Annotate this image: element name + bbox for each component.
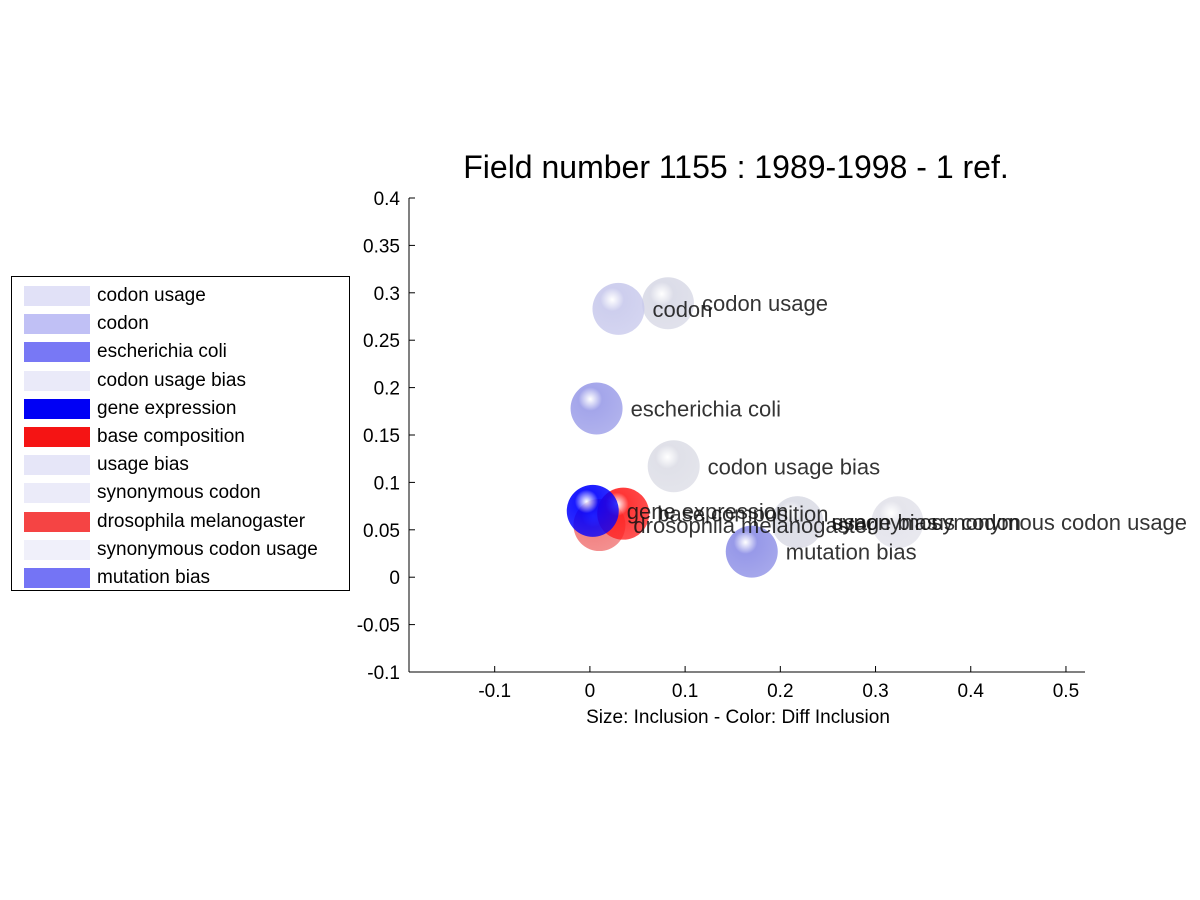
axes: -0.1 -0.05 0 0.05 0.1 0.15 0.2 0.25 0.3 0.35 0.4 -0… xyxy=(357,189,1085,702)
x-tick-label: 0 xyxy=(585,681,596,702)
legend-label: synonymous codon xyxy=(97,482,261,504)
data-point xyxy=(871,496,924,549)
point-label: drosophila melanogaster xyxy=(633,513,874,538)
data-point xyxy=(641,277,694,330)
x-tick-label: -0.1 xyxy=(478,681,511,702)
legend-label: base composition xyxy=(97,426,245,447)
legend-label: codon usage bias xyxy=(97,369,246,391)
legend-label: mutation bias xyxy=(97,567,211,588)
legend-item: usage bias xyxy=(24,454,189,476)
legend-swatch xyxy=(24,370,90,391)
legend-label: usage bias xyxy=(97,454,189,476)
legend-item: drosophila melanogaster xyxy=(24,511,305,533)
data-point xyxy=(725,525,778,578)
legend-swatch xyxy=(24,398,90,419)
legend-swatch xyxy=(24,427,90,447)
legend-item: codon xyxy=(24,313,149,335)
point-label: usage bias xyxy=(831,510,937,535)
x-tick-label: 0.1 xyxy=(672,681,698,702)
y-tick-label: 0.15 xyxy=(363,426,400,447)
point-label: gene expression xyxy=(627,499,788,524)
y-tick-label: 0.4 xyxy=(374,189,401,210)
point-label: escherichia coli xyxy=(631,396,781,421)
legend-label: codon xyxy=(97,313,149,335)
legend-swatch xyxy=(24,568,90,588)
legend: codon usage codon escherichia coli codon us… xyxy=(11,276,350,591)
legend-item: gene expression xyxy=(24,398,236,420)
y-tick-label: 0.05 xyxy=(363,521,400,542)
point-label: codon xyxy=(652,297,712,322)
point-label: codon usage bias xyxy=(708,454,880,479)
data-point xyxy=(566,484,619,537)
y-tick-label: 0.35 xyxy=(363,236,400,257)
point-labels: codon usage bias synonymous codon usageus… xyxy=(627,291,1187,564)
legend-item: escherichia coli xyxy=(24,341,227,363)
x-tick-label: 0.4 xyxy=(958,681,985,702)
y-tick-label: 0.25 xyxy=(363,331,400,352)
x-tick-label: 0.3 xyxy=(862,681,888,702)
data-point xyxy=(771,496,824,549)
y-tick-label: -0.05 xyxy=(357,616,400,637)
y-tick-label: 0 xyxy=(389,568,400,589)
legend-item: mutation bias xyxy=(24,567,210,589)
legend-swatch xyxy=(24,455,90,476)
legend-item: synonymous codon xyxy=(24,482,261,504)
x-axis-label: Size: Inclusion - Color: Diff Inclusion xyxy=(586,707,890,728)
point-label: base composition xyxy=(657,502,828,527)
legend-swatch xyxy=(24,511,90,532)
legend-swatch xyxy=(24,314,90,335)
point-label: codon usage xyxy=(702,291,828,316)
legend-item: base composition xyxy=(24,426,245,448)
point-label: synonymous codon usage xyxy=(931,510,1187,535)
legend-label: synonymous codon usage xyxy=(97,538,318,560)
legend-swatch xyxy=(24,286,90,306)
y-tick-label: 0.2 xyxy=(374,379,400,400)
legend-swatch xyxy=(24,342,90,363)
y-tick-label: 0.1 xyxy=(374,473,400,494)
legend-label: codon usage xyxy=(97,285,206,306)
legend-item: codon usage xyxy=(24,285,206,307)
point-label: synonymous codon xyxy=(831,510,1021,535)
x-tick-label: 0.5 xyxy=(1053,681,1079,702)
data-point xyxy=(570,382,623,435)
legend-item: synonymous codon usage xyxy=(24,539,318,561)
y-tick-label: -0.1 xyxy=(367,663,400,684)
x-tick-label: 0.2 xyxy=(767,681,793,702)
legend-item: codon usage bias xyxy=(24,370,246,392)
legend-label: drosophila melanogaster xyxy=(97,510,306,532)
legend-swatch xyxy=(24,483,90,504)
chart-title: Field number 1155 : 1989-1998 - 1 ref. xyxy=(463,149,1009,185)
data-point xyxy=(647,440,700,493)
y-tick-label: 0.3 xyxy=(374,284,400,305)
point-label: mutation bias xyxy=(786,540,917,565)
legend-swatch xyxy=(24,539,90,560)
data-points xyxy=(566,277,924,578)
legend-label: gene expression xyxy=(97,397,237,419)
legend-label: escherichia coli xyxy=(97,341,227,363)
data-point xyxy=(592,282,645,335)
